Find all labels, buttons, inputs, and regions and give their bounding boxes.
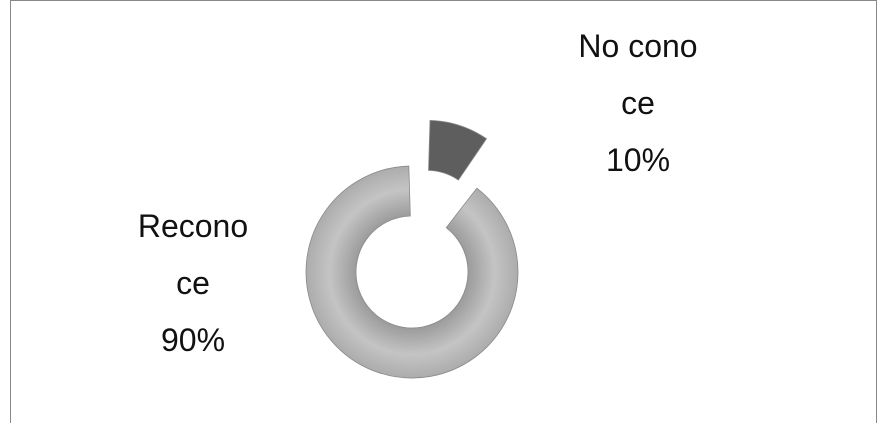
donut-slice [305, 165, 519, 379]
value-label: 10% [605, 142, 671, 178]
category-label: Reconoce [137, 208, 249, 301]
category-label: No conoce [578, 28, 698, 121]
donut-slice [428, 119, 488, 181]
chart-frame [10, 0, 877, 423]
slice-label: Reconoce 90% [130, 198, 256, 369]
value-label: 90% [160, 322, 226, 358]
slice-label: No conoce 10% [575, 18, 701, 189]
